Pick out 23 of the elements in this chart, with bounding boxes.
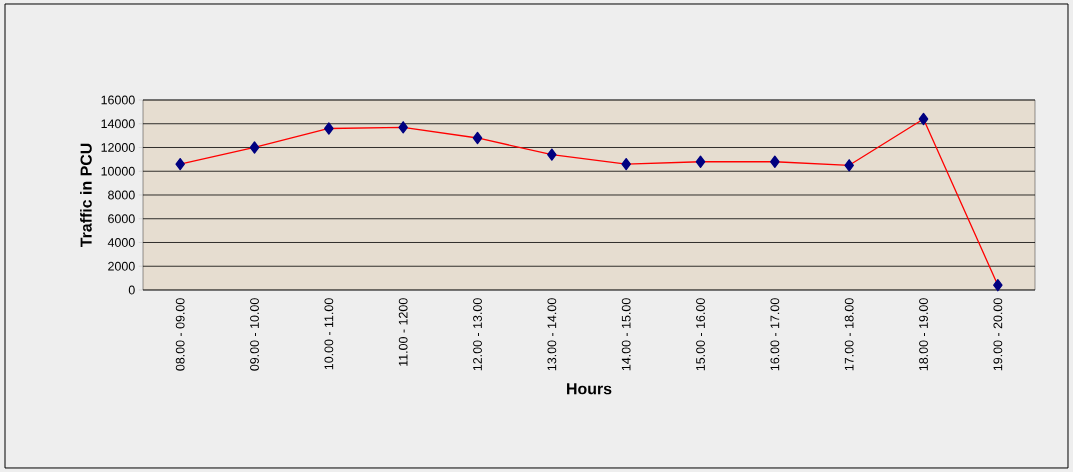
y-tick-label: 12000 <box>101 143 135 152</box>
x-tick-label: 19.00 - 20.00 <box>993 298 1003 371</box>
y-tick-label: 4000 <box>107 238 135 247</box>
x-tick-label: 15.00 - 16.00 <box>696 298 705 371</box>
x-tick-label: 16.00 - 17.00 <box>770 298 780 371</box>
x-tick-label: 11.00 - 1200 <box>398 298 408 366</box>
y-tick-label: 16000 <box>101 95 135 105</box>
x-tick-label: 14.00 - 15.00 <box>621 298 631 371</box>
y-tick-label: 2000 <box>108 261 135 271</box>
y-tick-label: 0 <box>128 285 135 295</box>
x-tick-label: 17.00 - 18.00 <box>844 298 854 371</box>
y-tick-label: 6000 <box>108 214 135 224</box>
x-tick-label: 12.00 - 13.00 <box>473 298 482 371</box>
y-axis-title: Traffic in PCU <box>80 143 92 248</box>
x-axis-title: Hours <box>567 383 612 395</box>
y-tick-label: 10000 <box>101 166 135 176</box>
x-tick-label: 13.00 - 14.00 <box>547 298 557 371</box>
y-tick-label: 8000 <box>108 190 135 200</box>
y-tick-label: 14000 <box>101 119 135 129</box>
x-tick-label: 09.00 - 10.00 <box>250 298 259 371</box>
x-tick-label: 18.00 - 19.00 <box>919 298 928 371</box>
x-tick-label: 08.00 - 09.00 <box>175 298 185 371</box>
x-tick-label: 10.00 - 11.00 <box>324 298 334 370</box>
